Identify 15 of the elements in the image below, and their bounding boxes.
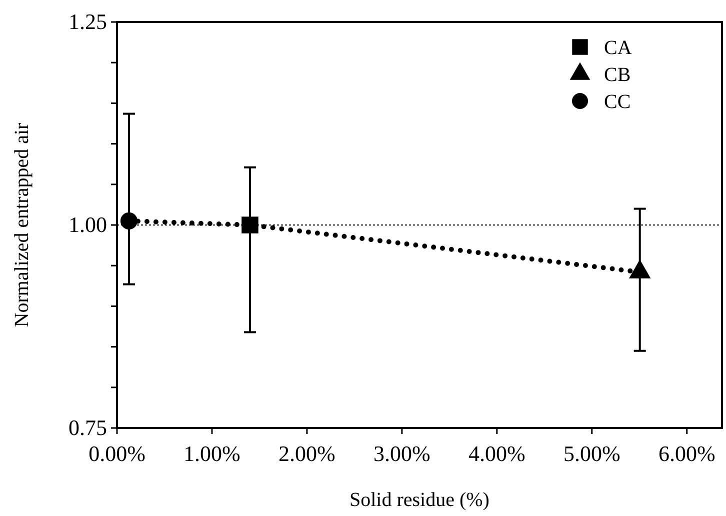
x-tick-label: 1.00% (184, 441, 240, 466)
y-tick-label: 1.25 (68, 9, 107, 34)
x-axis-title: Solid residue (%) (350, 489, 490, 511)
y-tick-label: 0.75 (68, 415, 107, 440)
x-tick-label: 6.00% (658, 441, 716, 466)
x-tick-label: 5.00% (563, 441, 620, 466)
x-tick-label: 4.00% (468, 441, 526, 466)
legend-label: CB (604, 64, 631, 86)
x-tick-label: 2.00% (278, 441, 336, 466)
x-tick-label: 3.00% (374, 441, 430, 466)
y-axis-title: Normalized entrapped air (11, 122, 33, 328)
x-tick-label: 0.00% (88, 441, 146, 466)
y-tick-label: 1.00 (68, 212, 107, 237)
legend-label: CA (604, 37, 632, 59)
legend-label: CC (604, 91, 631, 113)
